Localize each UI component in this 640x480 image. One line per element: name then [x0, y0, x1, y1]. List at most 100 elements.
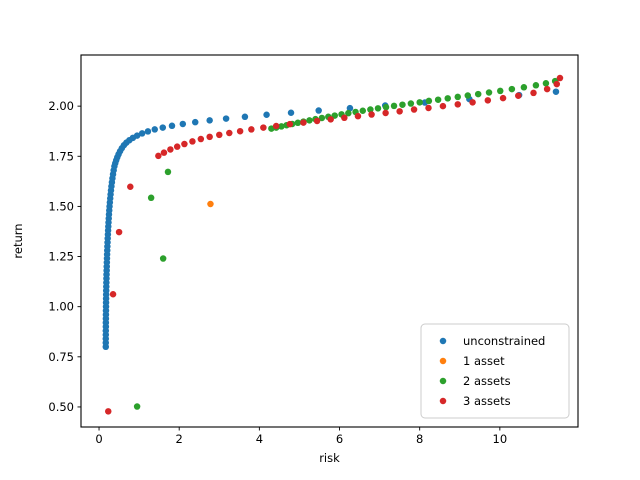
data-point: [127, 183, 134, 191]
y-axis-tick-label: 1.50: [48, 199, 74, 213]
data-point: [191, 118, 199, 126]
data-point: [151, 126, 158, 133]
data-point: [179, 120, 187, 128]
data-point: [496, 87, 504, 95]
legend-label: 3 assets: [463, 394, 511, 408]
data-point: [206, 133, 213, 141]
data-point: [159, 124, 167, 131]
data-point: [515, 92, 522, 99]
data-point: [159, 255, 167, 262]
data-point: [367, 106, 374, 113]
legend: unconstrained 1 asset 2 assets 3 assets: [420, 323, 570, 419]
data-point: [499, 94, 507, 102]
x-axis-tick-label: 2: [176, 432, 183, 446]
data-point: [160, 149, 168, 156]
x-axis-title: risk: [319, 451, 340, 465]
x-axis-tick-label: 4: [256, 432, 263, 446]
data-point: [306, 117, 313, 124]
axes-spines: [80, 54, 579, 428]
data-point: [164, 168, 172, 176]
data-point: [287, 109, 295, 117]
data-point: [133, 132, 141, 139]
data-point: [181, 140, 188, 148]
y-axis-tick-label: 1.25: [48, 250, 74, 264]
data-point: [399, 101, 406, 108]
data-point: [222, 115, 230, 122]
y-axis-title: return: [11, 223, 25, 258]
data-point: [530, 89, 537, 97]
data-point: [155, 152, 162, 160]
data-point: [248, 126, 255, 133]
data-point: [464, 92, 472, 99]
y-axis-tick-label: 1.75: [48, 149, 74, 163]
data-point: [368, 111, 375, 118]
data-point: [226, 129, 233, 137]
legend-marker: [439, 377, 447, 385]
data-point: [318, 114, 326, 122]
data-point: [439, 102, 447, 110]
data-point: [341, 114, 348, 122]
data-point: [207, 200, 214, 208]
data-point: [167, 146, 174, 153]
data-point: [469, 99, 476, 106]
data-point: [236, 127, 244, 135]
data-point: [173, 143, 181, 150]
data-point: [542, 80, 550, 87]
data-point: [300, 119, 307, 126]
data-point: [425, 104, 432, 112]
data-point: [138, 130, 146, 137]
data-point: [147, 194, 155, 202]
x-axis-tick-label: 10: [493, 432, 508, 446]
y-axis-tick-label: 2.00: [48, 99, 74, 113]
data-point: [109, 290, 117, 298]
data-point: [407, 100, 415, 107]
x-axis-tick-label: 0: [95, 432, 102, 446]
data-point: [272, 122, 280, 130]
legend-frame: [420, 323, 570, 419]
data-point: [263, 111, 270, 119]
series-1-asset: [207, 200, 214, 208]
data-point: [444, 95, 451, 102]
data-point: [133, 403, 141, 410]
y-axis-tick-label: 1.00: [48, 300, 74, 314]
data-point: [532, 82, 540, 89]
data-point: [474, 90, 482, 98]
legend-label: 1 asset: [463, 354, 505, 368]
series-3-assets: [105, 74, 564, 415]
data-point: [390, 102, 398, 110]
legend-marker: [439, 397, 447, 405]
data-point: [144, 128, 152, 135]
y-axis-tick-label: 0.75: [48, 350, 74, 364]
data-point: [346, 104, 354, 112]
data-point: [315, 107, 322, 114]
x-axis-tick-label: 6: [336, 432, 343, 446]
data-point: [434, 96, 442, 103]
legend-marker: [439, 357, 447, 365]
data-point: [286, 120, 294, 128]
data-point: [278, 123, 285, 130]
data-point: [197, 135, 205, 143]
legend-marker: [439, 337, 447, 345]
data-point: [520, 84, 528, 91]
data-point: [115, 228, 123, 236]
data-point: [543, 85, 551, 93]
data-point: [396, 108, 403, 115]
data-point: [410, 106, 418, 113]
data-point: [327, 116, 334, 123]
data-point: [416, 99, 423, 106]
legend-label: 2 assets: [463, 374, 511, 388]
data-point: [354, 112, 362, 120]
data-point: [556, 74, 564, 82]
x-axis-tick-label: 8: [416, 432, 423, 446]
data-point: [345, 109, 352, 117]
data-point: [382, 109, 389, 117]
data-point: [382, 103, 390, 111]
data-point: [454, 101, 462, 108]
data-point: [260, 124, 267, 131]
data-point: [552, 88, 560, 95]
data-point: [553, 80, 561, 88]
data-point: [294, 119, 302, 127]
legend-label: unconstrained: [463, 334, 545, 348]
data-point: [189, 138, 196, 145]
